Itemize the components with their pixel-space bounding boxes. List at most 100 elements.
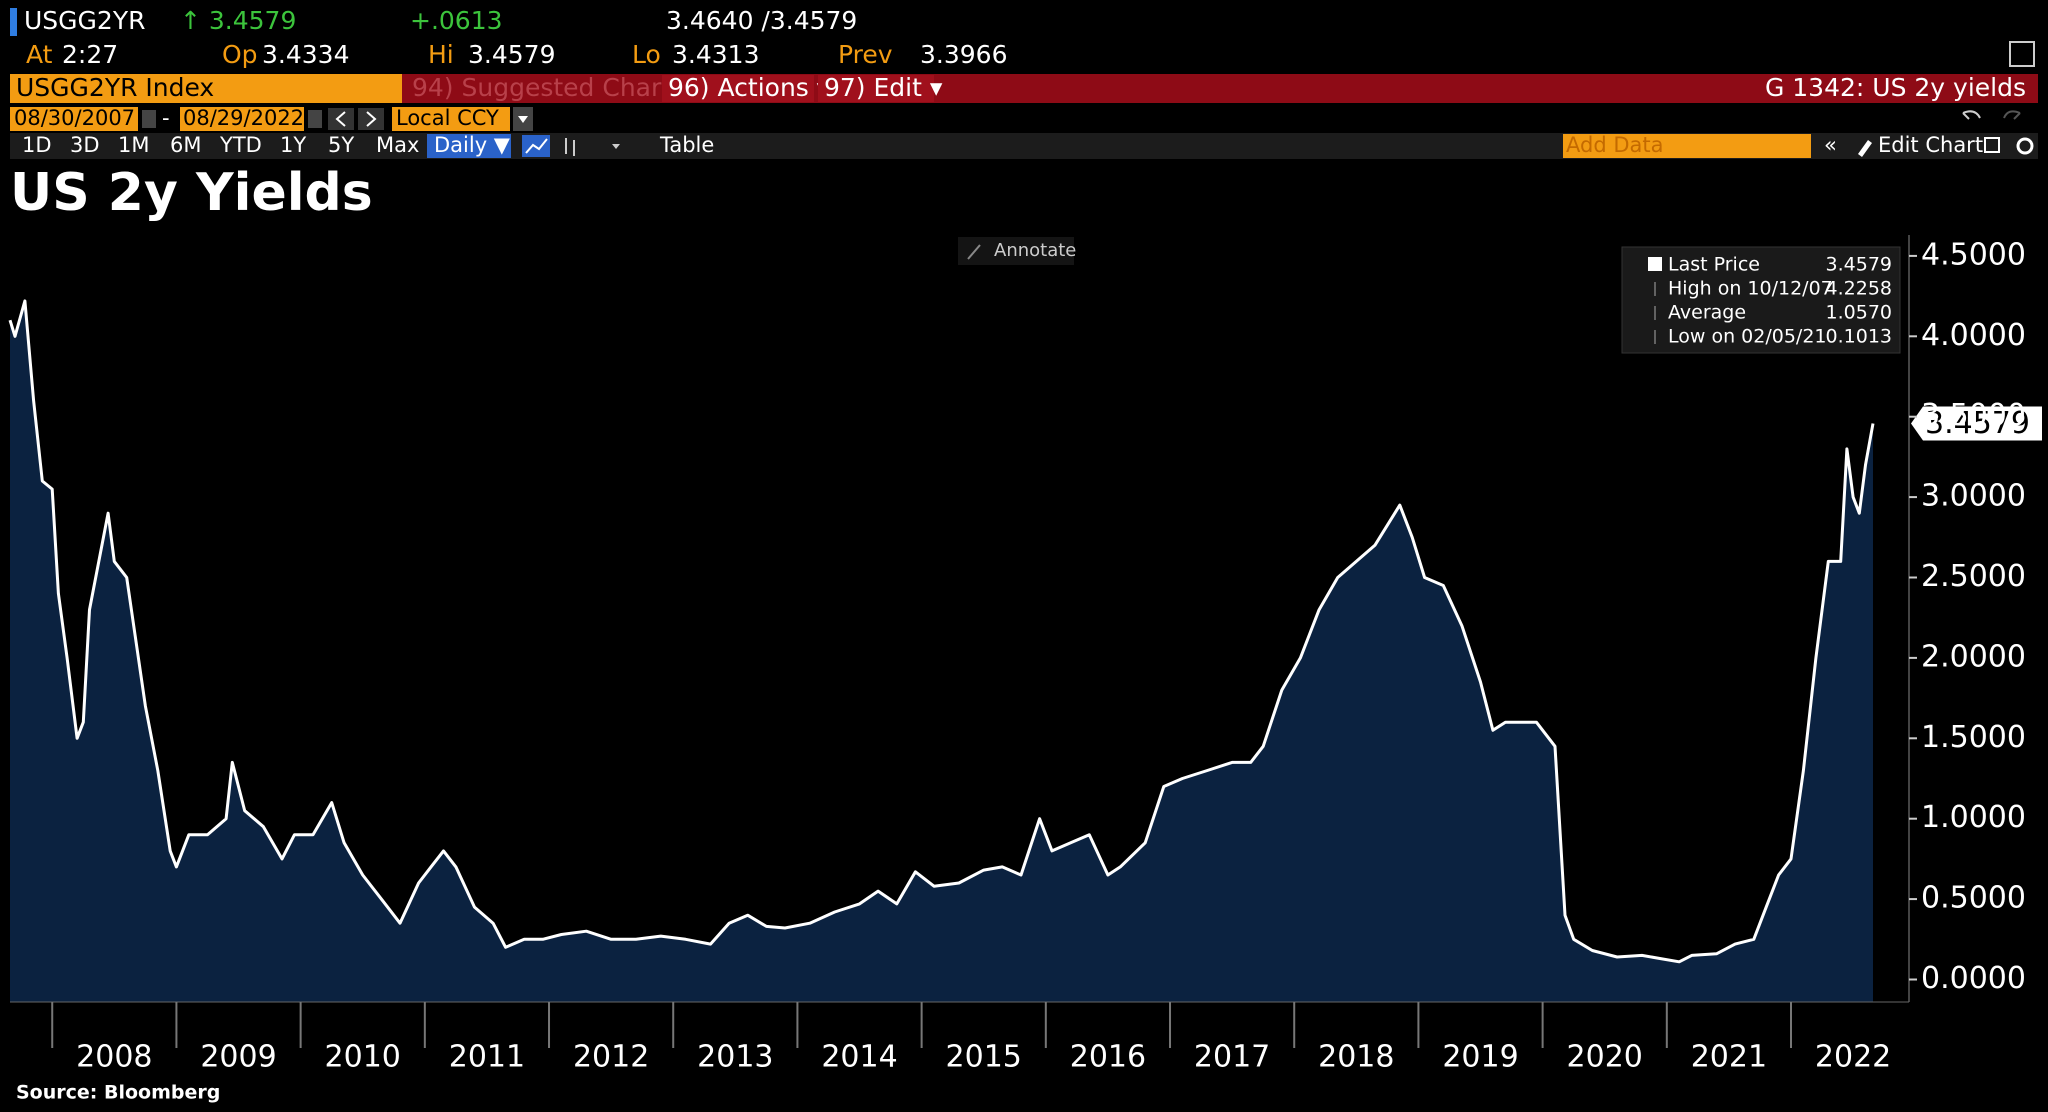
stat-value: 0.1013 bbox=[1826, 326, 1892, 348]
end-date[interactable]: 08/29/2022 bbox=[183, 106, 304, 130]
period-button[interactable]: 1D bbox=[22, 133, 52, 157]
y-tick-label: 4.5000 bbox=[1921, 237, 2026, 272]
table[interactable]: Table bbox=[659, 133, 714, 157]
page-title: G 1342: US 2y yields bbox=[1765, 73, 2026, 102]
frequency-box[interactable] bbox=[427, 134, 511, 158]
quote-value: 2:27 bbox=[62, 40, 118, 69]
net-change: +.0613 bbox=[410, 6, 503, 35]
export-icon[interactable] bbox=[1984, 137, 2000, 153]
annotate[interactable]: Annotate bbox=[994, 240, 1076, 261]
x-tick-label: 2012 bbox=[573, 1040, 649, 1075]
y-tick-label: 2.5000 bbox=[1921, 559, 2026, 594]
stat-label: Low on 02/05/21 bbox=[1668, 326, 1827, 348]
plot: 3.4579 0.0000 0.5000 1.0000 1.5000 2.0000 2.50… bbox=[8, 235, 2042, 1075]
quote-label: At bbox=[26, 40, 53, 69]
edit[interactable]: 97) Edit ▾ bbox=[824, 73, 943, 102]
period-button[interactable]: Max bbox=[376, 133, 419, 157]
last-price-label: 3.4579 bbox=[1925, 406, 2030, 441]
stat-value: 1.0570 bbox=[1826, 302, 1892, 324]
x-tick-label: 2009 bbox=[200, 1040, 276, 1075]
quote-label: Op bbox=[222, 40, 258, 69]
last-price-tag bbox=[1911, 406, 2042, 441]
bid-ask: 3.4640 /3.4579 bbox=[666, 6, 857, 35]
y-tick-label: 3.5000 bbox=[1921, 398, 2026, 433]
currency[interactable]: Local CCY bbox=[396, 106, 499, 130]
x-tick-label: 2015 bbox=[946, 1040, 1022, 1075]
price-line bbox=[8, 299, 1875, 964]
annotate-button[interactable] bbox=[958, 237, 1074, 265]
dropdown-arrow[interactable] bbox=[612, 144, 620, 149]
start-date-box[interactable] bbox=[10, 107, 138, 131]
next-button[interactable] bbox=[358, 108, 384, 130]
stats-background bbox=[1621, 246, 1901, 354]
stat-label: Average bbox=[1668, 302, 1746, 324]
x-tick-label: 2010 bbox=[325, 1040, 401, 1075]
security-box[interactable] bbox=[10, 74, 402, 103]
stat-value: 4.2258 bbox=[1826, 278, 1892, 300]
ticker-marker bbox=[10, 8, 17, 36]
add-data-box[interactable] bbox=[1563, 134, 1811, 158]
quote-value: 3.4313 bbox=[672, 40, 759, 69]
x-tick-label: 2014 bbox=[821, 1040, 897, 1075]
undo-icon[interactable] bbox=[1962, 110, 1981, 120]
add-data[interactable]: Add Data bbox=[1566, 133, 1663, 157]
x-tick-label: 2022 bbox=[1815, 1040, 1891, 1075]
y-tick-label: 1.0000 bbox=[1921, 800, 2026, 835]
period-button[interactable]: 5Y bbox=[328, 133, 354, 157]
chart-title: US 2y Yields bbox=[10, 163, 373, 223]
collapse[interactable]: « bbox=[1824, 133, 1837, 157]
period-button[interactable]: 3D bbox=[70, 133, 100, 157]
source: Source: Bloomberg bbox=[16, 1082, 220, 1104]
period-button[interactable]: YTD bbox=[219, 133, 262, 157]
y-tick-label: 0.0000 bbox=[1921, 961, 2026, 996]
y-tick-label: 2.0000 bbox=[1921, 639, 2026, 674]
frequency[interactable]: Daily ▼ bbox=[434, 133, 511, 157]
dropdown-arrow bbox=[518, 116, 528, 123]
last-price: ↑ 3.4579 bbox=[180, 6, 296, 35]
next-arrow bbox=[366, 111, 377, 127]
x-tick-label: 2018 bbox=[1318, 1040, 1394, 1075]
redo-icon[interactable] bbox=[2003, 110, 2021, 120]
x-tick-label: 2011 bbox=[449, 1040, 525, 1075]
stat-label: High on 10/12/07 bbox=[1668, 278, 1833, 300]
bar-icon[interactable] bbox=[565, 138, 575, 156]
settings-icon[interactable] bbox=[2016, 137, 2034, 155]
ticker: USGG2YR bbox=[24, 6, 145, 35]
x-tick-label: 2008 bbox=[76, 1040, 152, 1075]
x-tick-label: 2020 bbox=[1567, 1040, 1643, 1075]
legend-value: 3.4579 bbox=[1826, 254, 1892, 276]
edit-button[interactable] bbox=[818, 75, 934, 102]
calendar-icon[interactable] bbox=[142, 110, 156, 128]
start-date[interactable]: 08/30/2007 bbox=[14, 106, 135, 130]
annotate-icon bbox=[967, 244, 981, 260]
x-tick-label: 2021 bbox=[1691, 1040, 1767, 1075]
suggested-charts[interactable]: 94) Suggested Charts bbox=[412, 73, 684, 102]
x-tick-label: 2019 bbox=[1442, 1040, 1518, 1075]
periods: 1D 3D 1M 6M YTD 1Y 5Y Max bbox=[22, 133, 419, 157]
quote-label: Lo bbox=[632, 40, 661, 69]
x-tick-label: 2017 bbox=[1194, 1040, 1270, 1075]
line-icon bbox=[525, 138, 548, 154]
window-icon[interactable] bbox=[2009, 41, 2035, 67]
calendar-icon[interactable] bbox=[308, 110, 322, 128]
prev-button[interactable] bbox=[328, 108, 354, 130]
table-button[interactable] bbox=[642, 134, 728, 158]
actions[interactable]: 96) Actions ▾ bbox=[668, 73, 830, 102]
prev-arrow bbox=[335, 111, 346, 127]
quote-value: 3.3966 bbox=[920, 40, 1007, 69]
currency-box[interactable] bbox=[392, 107, 510, 131]
edit-chart[interactable]: Edit Chart bbox=[1878, 133, 1983, 157]
area-fill bbox=[10, 300, 1873, 1002]
period-button[interactable]: 6M bbox=[170, 133, 201, 157]
security[interactable]: USGG2YR Index bbox=[16, 73, 214, 102]
actions-button[interactable] bbox=[662, 75, 814, 102]
x-tick-label: 2013 bbox=[697, 1040, 773, 1075]
quote-label: Prev bbox=[838, 40, 893, 69]
period-button[interactable]: 1Y bbox=[280, 133, 306, 157]
y-tick-label: 3.0000 bbox=[1921, 479, 2026, 514]
end-date-box[interactable] bbox=[180, 107, 304, 131]
period-button[interactable]: 1M bbox=[118, 133, 149, 157]
last-price-swatch bbox=[1648, 257, 1662, 271]
legend-name: Last Price bbox=[1668, 254, 1760, 276]
y-tick-label: 1.5000 bbox=[1921, 720, 2026, 755]
